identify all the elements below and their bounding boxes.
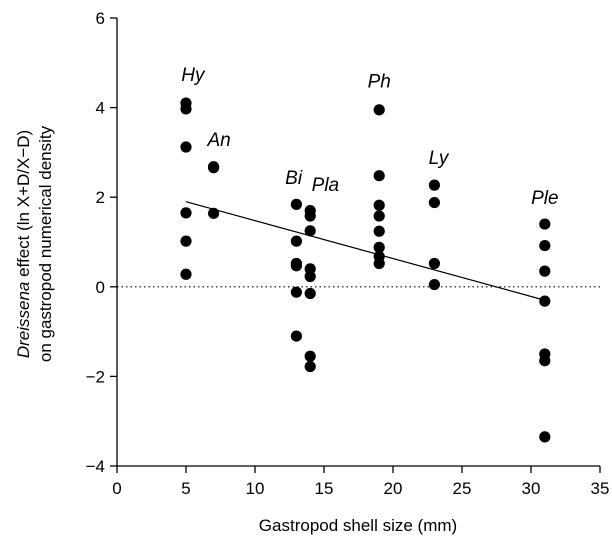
x-tick-label: 5 [181,479,190,498]
data-point [304,360,316,373]
group-label: Ly [429,148,450,169]
data-point [539,355,551,367]
y-tick-label: 4 [96,99,105,118]
y-tick-label: −2 [86,367,105,386]
y-axis-title-line1: Dreissena effect (ln X+D/X−D) [14,130,33,358]
regression-line [185,201,545,301]
data-point [373,170,385,182]
data-point [290,198,302,210]
data-point [180,207,192,219]
y-tick-label: 0 [96,278,105,297]
data-point [373,210,385,222]
data-points [180,97,551,443]
x-tick-label: 30 [522,479,541,498]
data-point [290,235,302,247]
data-point [539,295,551,307]
data-point [428,278,440,291]
data-point [208,207,220,219]
y-axis-title-rest: effect (ln X+D/X−D) [14,130,33,282]
y-axis-title-line2: on gastropod numerical density [36,125,55,362]
group-label: Bi [285,168,303,189]
data-point [290,286,302,298]
data-point [539,239,551,252]
data-point [428,179,440,191]
data-point [180,103,192,115]
annotations: Hy An Bi Pla Ph Ly Ple [181,65,558,209]
data-point [428,257,440,270]
group-label: Hy [181,65,206,86]
data-point [539,218,551,230]
axes: 0 5 10 15 20 25 30 35 −4 −2 0 2 4 6 [86,9,610,498]
y-tick-label: 2 [96,188,105,207]
group-label: Ph [368,72,391,93]
data-point [539,265,551,277]
x-tick-label: 0 [112,479,121,498]
data-point [373,225,385,237]
data-point [180,235,192,247]
x-tick-label: 15 [315,479,334,498]
data-point [373,104,385,116]
data-point [428,196,440,209]
data-point [373,199,385,211]
y-tick-label: 6 [96,9,105,28]
data-point [290,260,302,272]
data-point [304,210,316,222]
data-point [539,431,551,443]
x-tick-label: 10 [246,479,265,498]
data-point [208,162,220,174]
data-point [290,330,302,342]
x-axis-title: Gastropod shell size (mm) [259,516,457,535]
data-point [304,350,316,362]
group-label: An [206,130,230,151]
y-axis-title-italic: Dreissena [14,282,33,359]
data-point [304,270,316,283]
group-label: Pla [312,175,339,196]
data-point [373,241,385,253]
data-point [180,268,192,280]
y-tick-label: −4 [86,457,105,476]
data-point [304,287,316,300]
data-point [373,257,385,270]
group-label: Ple [531,188,558,209]
x-tick-label: 20 [384,479,403,498]
x-tick-label: 35 [591,479,610,498]
reference-lines [117,201,600,301]
x-tick-label: 25 [453,479,472,498]
data-point [304,225,316,237]
data-point [180,141,192,153]
